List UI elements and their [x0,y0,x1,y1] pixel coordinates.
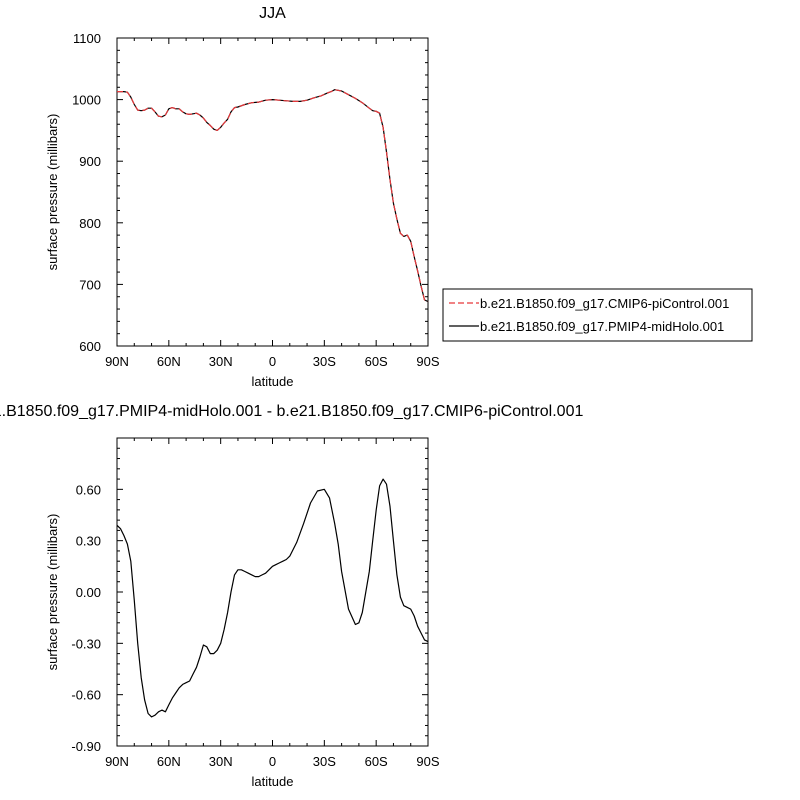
legend-label-0: b.e21.B1850.f09_g17.CMIP6-piControl.001 [480,296,729,311]
x-tick-label: 60N [157,354,181,369]
x-tick-label: 90N [105,754,129,769]
y-tick-label: 0.30 [76,534,101,549]
x-tick-label: 60S [365,754,388,769]
chart-title: b.e21.B1850.f09_g17.PMIP4-midHolo.001 - … [0,403,583,420]
x-tick-label: 30N [209,354,233,369]
y-tick-label: 900 [79,154,101,169]
y-tick-label: 1100 [73,31,101,46]
y-tick-label: -0.60 [71,688,101,703]
y-tick-label: 0.00 [76,585,101,600]
y-tick-label: 600 [79,339,101,354]
x-axis-label: latitude [252,774,294,789]
x-tick-label: 60S [365,354,388,369]
y-axis-label: surface pressure (millibars) [45,514,60,671]
series-line-0 [116,478,429,718]
x-tick-label: 90N [105,354,129,369]
x-axis-label: latitude [252,374,294,389]
legend-label-1: b.e21.B1850.f09_g17.PMIP4-midHolo.001 [480,319,724,334]
plot-frame [116,37,429,347]
x-tick-label: 90S [416,754,439,769]
x-tick-label: 30S [313,754,336,769]
y-tick-label: -0.90 [71,739,101,754]
plot-frame [116,437,429,747]
y-tick-label: 700 [79,277,101,292]
y-axis-label: surface pressure (millibars) [45,114,60,271]
top-panel: JJA 90N 60N 30N 0 30S 60S 90S 600 700 800 900 1000 11… [45,5,753,389]
x-tick-label: 30S [313,354,336,369]
y-tick-label: -0.30 [71,636,101,651]
x-tick-label: 0 [269,354,276,369]
legend: b.e21.B1850.f09_g17.CMIP6-piControl.001b… [442,288,753,342]
y-tick-label: 1000 [72,93,101,108]
x-tick-label: 90S [416,354,439,369]
y-tick-label: 0.60 [76,482,101,497]
x-tick-label: 30N [209,754,233,769]
y-tick-label: 800 [79,216,101,231]
chart-title: JJA [259,5,286,22]
x-tick-label: 0 [269,754,276,769]
series-line-0 [117,89,429,303]
legend-box [442,288,753,342]
x-tick-label: 60N [157,754,181,769]
bottom-panel: b.e21.B1850.f09_g17.PMIP4-midHolo.001 - … [0,403,583,789]
